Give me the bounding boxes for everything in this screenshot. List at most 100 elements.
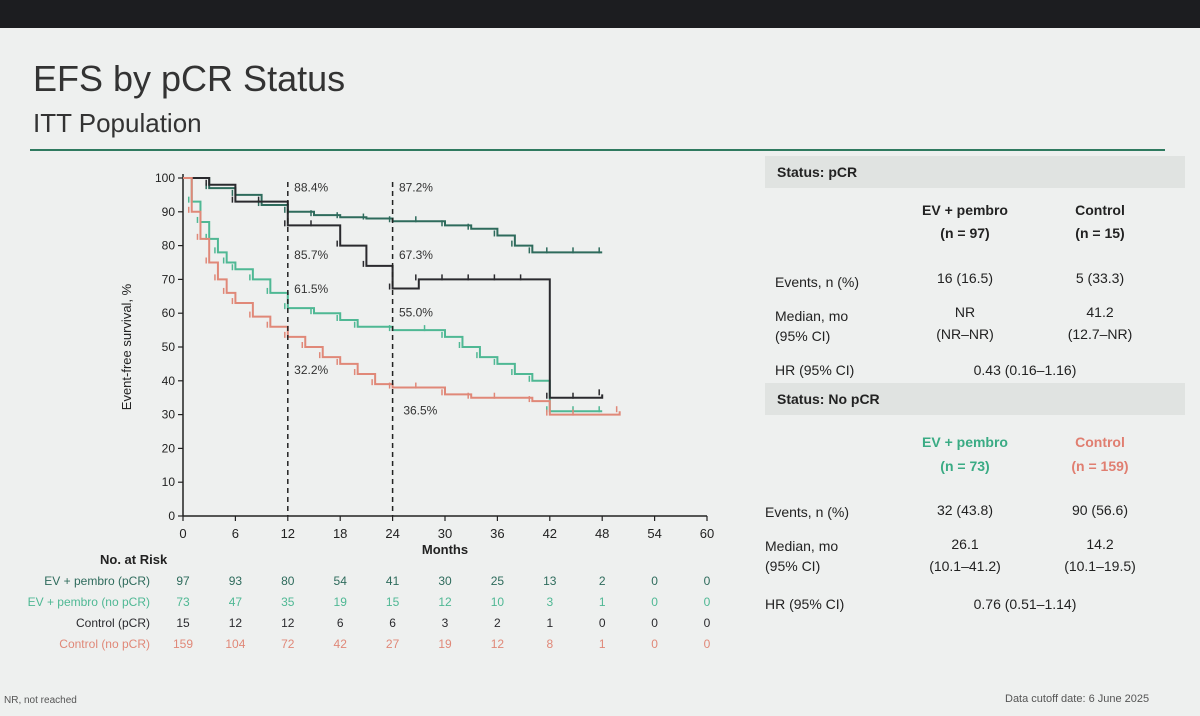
annotation-label: 32.2% [294,363,328,377]
risk-value: 25 [491,574,505,588]
risk-value: 6 [389,616,396,630]
risk-value: 6 [337,616,344,630]
y-tick-label: 90 [162,205,176,219]
pcr-col2-header: Control [1075,202,1125,218]
nopcr-events-label: Events, n (%) [765,504,850,520]
pcr-events-control: 5 (33.3) [1075,270,1125,286]
risk-row-label: Control (no pCR) [59,637,150,651]
y-tick-label: 30 [162,408,176,422]
data-cutoff: Data cutoff date: 6 June 2025 [1005,693,1150,705]
y-tick-label: 50 [162,340,176,354]
y-tick-label: 60 [162,306,176,320]
risk-value: 0 [704,595,711,609]
nopcr-ci-control: (10.1–19.5) [1064,558,1136,574]
risk-value: 15 [176,616,190,630]
y-tick-label: 10 [162,475,176,489]
nopcr-hr-label: HR (95% CI) [765,596,845,612]
risk-row-label: Control (pCR) [76,616,150,630]
annotation-label: 88.4% [294,181,328,195]
risk-value: 1 [599,637,606,651]
risk-value: 2 [599,574,606,588]
pcr-median-control: 41.2 [1086,304,1114,320]
x-tick-label: 24 [385,526,399,541]
risk-value: 0 [651,637,658,651]
risk-row-label: EV + pembro (pCR) [44,574,150,588]
risk-value: 12 [281,616,295,630]
nopcr-hr-value: 0.76 (0.51–1.14) [973,596,1077,612]
risk-row-label: EV + pembro (no pCR) [28,595,150,609]
pcr-events-label: Events, n (%) [775,274,860,290]
pcr-events-ev: 16 (16.5) [936,270,994,286]
risk-value: 27 [386,637,400,651]
risk-value: 0 [651,616,658,630]
risk-value: 2 [494,616,501,630]
nopcr-col1-n: (n = 73) [940,458,990,474]
nopcr-median-label: Median, mo [765,538,839,554]
slide-subtitle: ITT Population [33,108,202,138]
series-line [183,177,603,413]
pcr-col2-n: (n = 15) [1075,225,1125,241]
series-line [183,177,603,254]
x-tick-label: 0 [179,526,186,541]
title-rule [30,149,1165,151]
x-axis-label: Months [422,542,468,557]
pcr-col1-header: EV + pembro [922,202,1008,218]
nopcr-col2-n: (n = 159) [1071,458,1129,474]
risk-value: 80 [281,574,295,588]
pcr-ci-ev: (NR–NR) [936,326,994,342]
pcr-ci-control: (12.7–NR) [1067,326,1133,342]
risk-value: 19 [438,637,452,651]
y-tick-label: 20 [162,441,176,455]
y-tick-label: 100 [155,171,175,185]
annotation-label: 55.0% [399,306,433,320]
annotation-label: 36.5% [403,404,437,418]
risk-value: 73 [176,595,190,609]
y-tick-label: 0 [168,509,175,523]
risk-value: 0 [599,616,606,630]
annotation-label: 85.7% [294,248,328,262]
footnote: NR, not reached [4,695,77,706]
nopcr-events-control: 90 (56.6) [1071,502,1129,518]
risk-value: 0 [704,616,711,630]
risk-value: 30 [438,574,452,588]
pcr-median-label: Median, mo [775,308,849,324]
risk-value: 47 [229,595,243,609]
annotation-label: 87.2% [399,181,433,195]
pcr-median-ev: NR [954,304,976,320]
y-tick-label: 40 [162,374,176,388]
pcr-hr-value: 0.43 (0.16–1.16) [973,362,1077,378]
risk-table-title: No. at Risk [100,552,168,567]
series-line [183,177,604,399]
risk-value: 3 [546,595,553,609]
risk-value: 8 [546,637,553,651]
nopcr-median-sublabel: (95% CI) [765,558,821,574]
x-tick-label: 30 [438,526,452,541]
x-tick-label: 12 [281,526,295,541]
risk-value: 3 [442,616,449,630]
y-axis-label: Event-free survival, % [119,283,134,410]
nopcr-status-header: Status: No pCR [765,383,1185,415]
pcr-hr-label: HR (95% CI) [775,362,855,378]
annotation-label: 61.5% [294,282,328,296]
x-tick-label: 6 [232,526,239,541]
risk-value: 12 [438,595,452,609]
risk-value: 104 [225,637,245,651]
nopcr-col1-header: EV + pembro [922,434,1008,450]
risk-value: 41 [386,574,400,588]
x-tick-label: 36 [490,526,504,541]
x-tick-label: 18 [333,526,347,541]
pcr-status-header: Status: pCR [765,156,1185,188]
risk-value: 0 [651,595,658,609]
pcr-median-sublabel: (95% CI) [775,328,831,344]
risk-value: 12 [229,616,243,630]
y-tick-label: 70 [162,272,176,286]
risk-value: 42 [334,637,348,651]
risk-value: 93 [229,574,243,588]
risk-value: 19 [334,595,348,609]
risk-value: 72 [281,637,295,651]
risk-value: 159 [173,637,193,651]
risk-value: 0 [704,637,711,651]
nopcr-events-ev: 32 (43.8) [936,502,994,518]
y-tick-label: 80 [162,239,176,253]
